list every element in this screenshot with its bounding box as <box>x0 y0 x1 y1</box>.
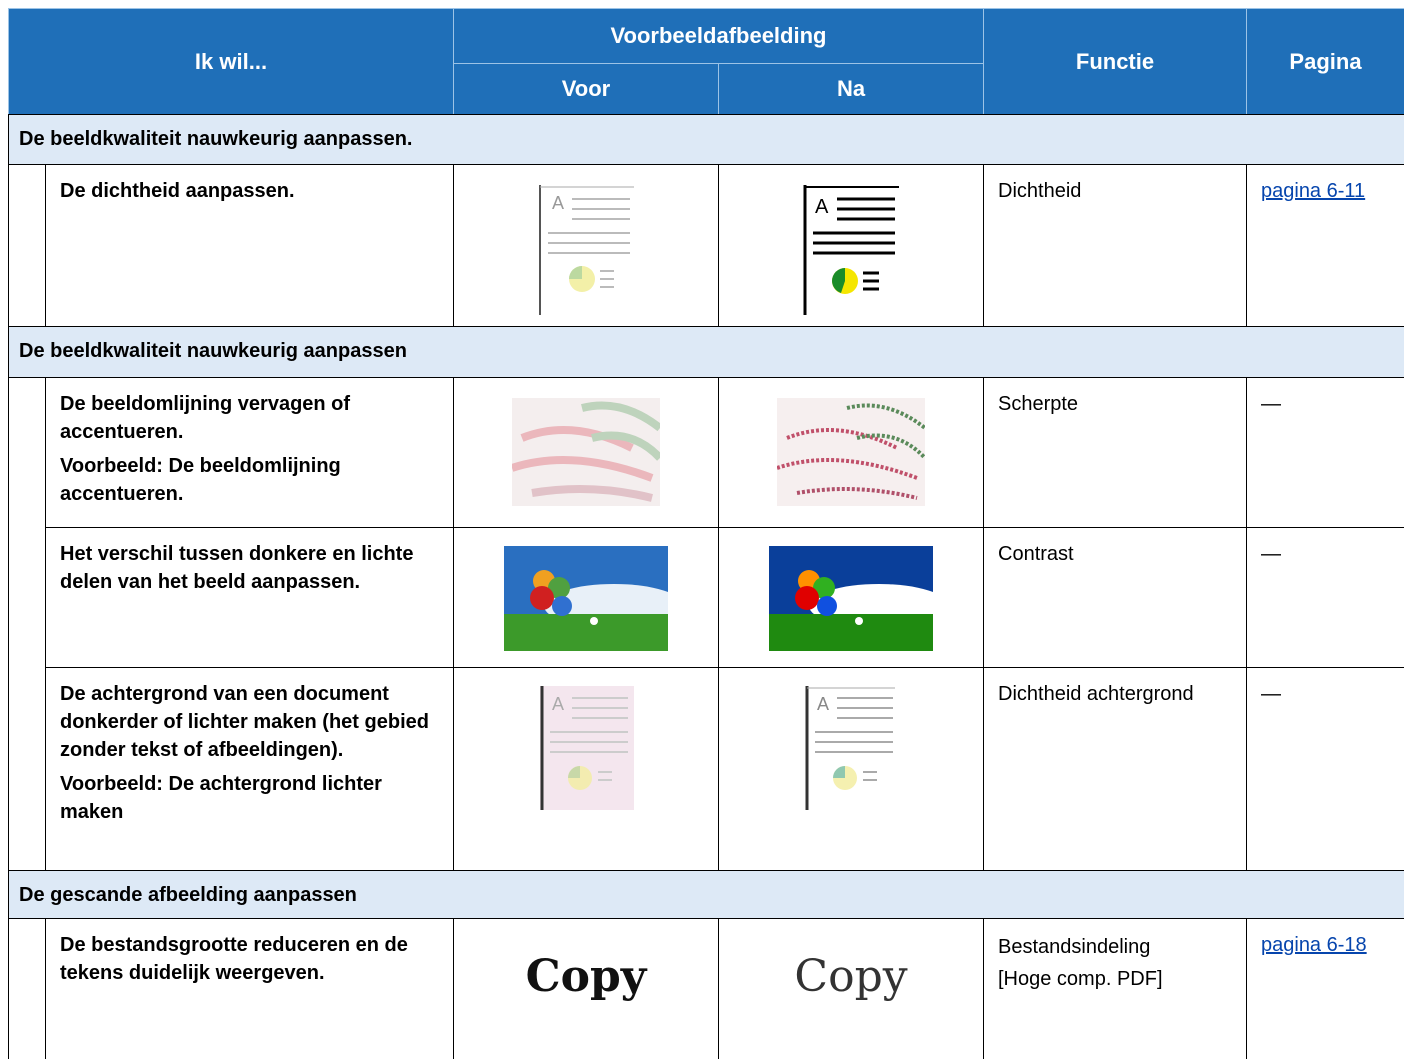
function-text: Scherpte <box>998 393 1079 415</box>
after-cell: Copy <box>718 918 983 1059</box>
svg-text:A: A <box>815 196 829 218</box>
page-cell: — <box>1246 667 1404 870</box>
page-text: — <box>1261 683 1281 705</box>
task-text: De bestandsgrootte reduceren en de teken… <box>60 934 408 984</box>
function-text: Bestandsindeling <box>998 936 1151 958</box>
page-cell: — <box>1246 377 1404 527</box>
image-text: Copy <box>794 951 908 1002</box>
before-cell: Copy <box>453 918 718 1059</box>
task-cell: De beeldomlijning vervagen of accentuere… <box>45 377 453 527</box>
function-text: Contrast <box>998 543 1074 565</box>
task-text: De dichtheid aanpassen. <box>60 180 295 202</box>
section-title: De beeldkwaliteit nauwkeurig aanpassen. <box>8 114 1404 164</box>
header-text: Voor <box>561 76 611 101</box>
header-text: Na <box>836 76 866 101</box>
landscape-image <box>504 546 668 651</box>
task-text: Voorbeeld: De achtergrond lichter maken <box>60 773 382 823</box>
page-link[interactable]: pagina 6-18 <box>1261 934 1367 956</box>
page-cell: — <box>1246 527 1404 667</box>
doc-image: A <box>803 185 899 315</box>
header-cell: Pagina <box>1246 8 1404 114</box>
function-cell: Dichtheid <box>983 164 1246 326</box>
svg-text:A: A <box>552 694 564 714</box>
before-cell: A <box>453 164 718 326</box>
doc-image: A <box>805 686 895 810</box>
task-cell: De dichtheid aanpassen. <box>45 164 453 326</box>
doc-image: A <box>540 686 634 810</box>
svg-text:A: A <box>552 193 564 213</box>
task-text: Voorbeeld: De beeldomlijning accentueren… <box>60 455 341 505</box>
after-cell: A <box>718 667 983 870</box>
after-cell <box>718 527 983 667</box>
page-cell: pagina 6-11 <box>1246 164 1404 326</box>
doc-image: A <box>539 185 634 315</box>
after-cell <box>718 377 983 527</box>
indent-cell <box>8 918 45 1059</box>
image-text: Copy <box>525 951 647 1002</box>
page-cell: pagina 6-18 <box>1246 918 1404 1059</box>
task-text: De achtergrond van een document donkerde… <box>60 683 429 761</box>
section-title: De beeldkwaliteit nauwkeurig aanpassen <box>8 326 1404 377</box>
function-cell: Scherpte <box>983 377 1246 527</box>
page-link[interactable]: pagina 6-11 <box>1261 180 1366 202</box>
header-cell: Voor <box>453 63 718 114</box>
landscape-image <box>769 546 933 651</box>
svg-text:A: A <box>817 694 829 714</box>
indent-cell <box>8 164 45 326</box>
task-text: Het verschil tussen donkere en lichte de… <box>60 543 414 593</box>
page-text: — <box>1261 543 1281 565</box>
function-text: Dichtheid <box>998 180 1082 202</box>
clips-image <box>512 398 660 506</box>
header-text: Ik wil... <box>194 48 268 74</box>
task-cell: De bestandsgrootte reduceren en de teken… <box>45 918 453 1059</box>
before-cell <box>453 377 718 527</box>
section-title: De gescande afbeelding aanpassen <box>8 870 1404 918</box>
task-text: De beeldomlijning vervagen of accentuere… <box>60 393 351 443</box>
header-text: Pagina <box>1289 48 1362 74</box>
function-text: [Hoge comp. PDF] <box>998 968 1163 990</box>
after-cell: A <box>718 164 983 326</box>
header-text: Functie <box>1075 48 1155 74</box>
clips-image <box>777 398 925 506</box>
function-cell: Dichtheid achtergrond <box>983 667 1246 870</box>
header-cell: Functie <box>983 8 1246 114</box>
before-cell <box>453 527 718 667</box>
task-cell: De achtergrond van een document donkerde… <box>45 667 453 870</box>
function-text: Dichtheid achtergrond <box>998 683 1194 705</box>
header-text: Voorbeeldafbeelding <box>610 23 827 48</box>
before-cell: A <box>453 667 718 870</box>
function-cell: Bestandsindeling [Hoge comp. PDF] <box>983 918 1246 1059</box>
indent-cell <box>8 377 45 870</box>
page-text: — <box>1261 393 1281 415</box>
header-cell: Na <box>718 63 983 114</box>
function-cell: Contrast <box>983 527 1246 667</box>
header-cell: Voorbeeldafbeelding <box>453 8 983 63</box>
header-cell: Ik wil... <box>8 8 453 114</box>
task-cell: Het verschil tussen donkere en lichte de… <box>45 527 453 667</box>
